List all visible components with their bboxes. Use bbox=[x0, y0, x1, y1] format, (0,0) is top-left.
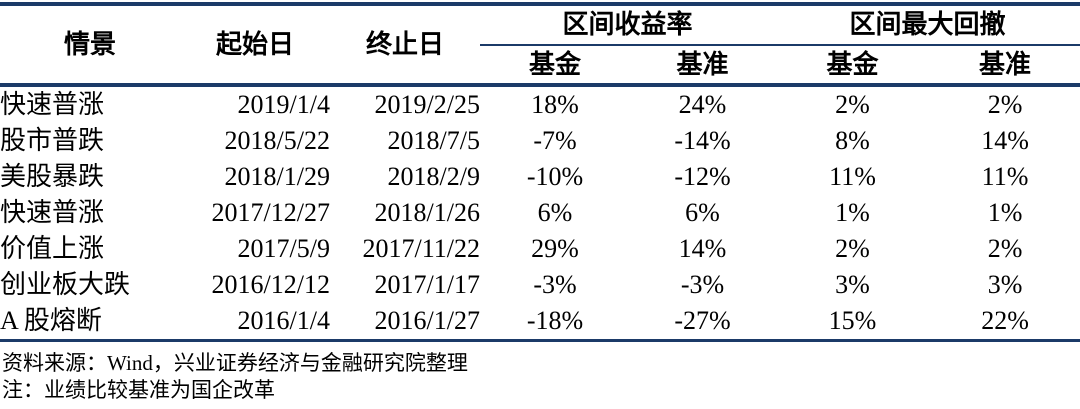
footnote: 注：业绩比较基准为国企改革 bbox=[2, 378, 275, 402]
cell-scenario: 美股暴跌 bbox=[0, 162, 105, 191]
table-row: 价值上涨 2017/5/9 2017/11/22 29% 14% 2% 2% bbox=[0, 231, 1080, 267]
cell-scenario: 快速普涨 bbox=[0, 198, 105, 227]
cell-scenario: 创业板大跌 bbox=[0, 270, 131, 299]
col-group-max-drawdown: 区间最大回撤 bbox=[775, 4, 1080, 46]
col-header-return-fund: 基金 bbox=[480, 45, 630, 87]
cell-drawdown-fund: 1% bbox=[835, 198, 870, 227]
cell-drawdown-fund: 2% bbox=[835, 234, 870, 263]
col-header-drawdown-fund: 基金 bbox=[775, 45, 931, 87]
cell-drawdown-benchmark: 22% bbox=[930, 303, 1080, 342]
cell-return-fund: -18% bbox=[480, 303, 630, 342]
cell-return-benchmark: -27% bbox=[630, 303, 776, 342]
cell-start-date: 2016/1/4 bbox=[180, 303, 330, 342]
col-header-return-benchmark: 基准 bbox=[630, 45, 776, 87]
cell-return-benchmark: 14% bbox=[678, 234, 727, 263]
cell-return-benchmark: 24% bbox=[678, 90, 727, 119]
col-header-start-date: 起始日 bbox=[180, 4, 330, 87]
table-row: 股市普跌 2018/5/22 2018/7/5 -7% -14% 8% 14% bbox=[0, 123, 1080, 159]
cell-end-date: 2017/11/22 bbox=[362, 234, 480, 263]
col-header-drawdown-benchmark: 基准 bbox=[930, 45, 1080, 87]
cell-return-benchmark: -14% bbox=[674, 126, 731, 155]
cell-start-date: 2019/1/4 bbox=[237, 90, 330, 119]
source-note: 资料来源：Wind，兴业证券经济与金融研究院整理 bbox=[2, 351, 468, 375]
header-sub-row: 基金 基准 基金 基准 bbox=[0, 45, 1080, 87]
scenario-performance-table: 情景 起始日 终止日 区间收益率 区间最大回撤 基金 基准 基金 基准 快速普涨… bbox=[0, 2, 1080, 342]
cell-drawdown-benchmark: 3% bbox=[987, 270, 1023, 299]
cell-drawdown-fund: 2% bbox=[835, 90, 870, 119]
cell-scenario: A 股熔断 bbox=[0, 303, 180, 342]
cell-end-date: 2018/1/26 bbox=[374, 198, 480, 227]
cell-drawdown-benchmark: 14% bbox=[981, 126, 1029, 155]
cell-scenario: 快速普涨 bbox=[0, 90, 105, 119]
cell-return-fund: -10% bbox=[526, 162, 584, 191]
table-row: 快速普涨 2019/1/4 2019/2/25 18% 24% 2% 2% bbox=[0, 85, 1080, 123]
cell-start-date: 2016/12/12 bbox=[211, 270, 330, 299]
table-row: A 股熔断 2016/1/4 2016/1/27 -18% -27% 15% 2… bbox=[0, 303, 1080, 342]
cell-return-fund: 18% bbox=[531, 90, 579, 119]
cell-end-date: 2018/2/9 bbox=[387, 162, 480, 191]
cell-drawdown-fund: 11% bbox=[829, 162, 876, 191]
cell-drawdown-fund: 8% bbox=[835, 126, 870, 155]
cell-return-benchmark: -3% bbox=[680, 270, 725, 299]
cell-end-date: 2019/2/25 bbox=[374, 90, 480, 119]
header-group-row: 情景 起始日 终止日 区间收益率 区间最大回撤 bbox=[0, 4, 1080, 87]
cell-start-date: 2017/12/27 bbox=[211, 198, 330, 227]
cell-return-benchmark: 6% bbox=[685, 198, 720, 227]
table-footnotes: 资料来源：Wind，兴业证券经济与金融研究院整理 注：业绩比较基准为国企改革 bbox=[2, 350, 1080, 404]
cell-start-date: 2018/5/22 bbox=[224, 126, 330, 155]
cell-end-date: 2017/1/17 bbox=[374, 270, 480, 299]
col-header-end-date: 终止日 bbox=[330, 4, 480, 87]
cell-return-fund: -3% bbox=[533, 270, 577, 299]
cell-return-fund: 6% bbox=[537, 198, 573, 227]
cell-drawdown-fund: 15% bbox=[775, 303, 931, 342]
cell-return-benchmark: -12% bbox=[674, 162, 731, 191]
cell-end-date: 2016/1/27 bbox=[330, 303, 480, 342]
table-row: 快速普涨 2017/12/27 2018/1/26 6% 6% 1% 1% bbox=[0, 195, 1080, 231]
cell-return-fund: 29% bbox=[531, 234, 579, 263]
col-header-scenario: 情景 bbox=[0, 4, 180, 87]
table-row: 创业板大跌 2016/12/12 2017/1/17 -3% -3% 3% 3% bbox=[0, 267, 1080, 303]
cell-drawdown-benchmark: 11% bbox=[981, 162, 1029, 191]
cell-drawdown-fund: 3% bbox=[835, 270, 870, 299]
cell-end-date: 2018/7/5 bbox=[387, 126, 480, 155]
table-row: 美股暴跌 2018/1/29 2018/2/9 -10% -12% 11% 11… bbox=[0, 159, 1080, 195]
cell-scenario: 股市普跌 bbox=[0, 126, 105, 155]
cell-start-date: 2018/1/29 bbox=[224, 162, 330, 191]
cell-drawdown-benchmark: 2% bbox=[987, 234, 1023, 263]
col-group-interval-return: 区间收益率 bbox=[480, 4, 776, 46]
cell-drawdown-benchmark: 1% bbox=[987, 198, 1023, 227]
cell-scenario: 价值上涨 bbox=[0, 234, 105, 263]
cell-return-fund: -7% bbox=[533, 126, 577, 155]
cell-start-date: 2017/5/9 bbox=[237, 234, 330, 263]
cell-drawdown-benchmark: 2% bbox=[987, 90, 1023, 119]
